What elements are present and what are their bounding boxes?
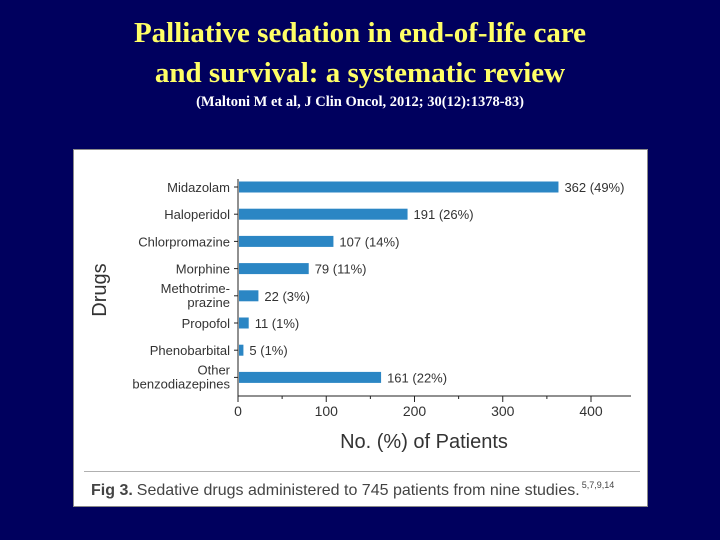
bar <box>239 290 259 302</box>
y-category-label: Phenobarbital <box>150 343 230 358</box>
x-tick-label: 300 <box>491 403 515 419</box>
y-category-label-line: prazine <box>187 295 230 310</box>
y-category-label: Propofol <box>182 316 231 331</box>
bar-value-label: 107 (14%) <box>339 234 399 249</box>
x-axis-title: No. (%) of Patients <box>340 431 508 453</box>
bar <box>239 208 408 220</box>
bar <box>239 317 249 329</box>
y-category-label: Haloperidol <box>164 207 230 222</box>
y-category-label-line: Propofol <box>182 316 231 331</box>
caption-divider <box>84 471 640 472</box>
bar-value-label: 79 (11%) <box>315 262 367 277</box>
y-category-label-line: Phenobarbital <box>150 343 230 358</box>
bar-value-label: 5 (1%) <box>249 343 287 358</box>
caption-label: Fig 3. <box>91 482 133 499</box>
y-category-label-line: Chlorpromazine <box>138 234 230 249</box>
y-category-label: Methotrime-prazine <box>161 281 230 310</box>
y-category-label-line: Haloperidol <box>164 207 230 222</box>
y-category-label-line: Morphine <box>176 262 230 277</box>
x-tick-label: 200 <box>403 403 427 419</box>
y-category-label: Midazolam <box>167 180 230 195</box>
y-category-label-line: benzodiazepines <box>132 376 230 391</box>
bar-value-label: 362 (49%) <box>564 180 624 195</box>
bar-value-label: 22 (3%) <box>264 289 310 304</box>
y-category-label-line: Other <box>197 362 230 377</box>
y-category-label: Chlorpromazine <box>138 234 230 249</box>
bar-value-label: 161 (22%) <box>387 370 447 385</box>
x-tick-label: 400 <box>579 403 603 419</box>
y-category-label: Morphine <box>176 262 230 277</box>
bar-value-label: 191 (26%) <box>414 207 474 222</box>
figure-caption: Fig 3. Sedative drugs administered to 745… <box>91 480 641 500</box>
y-category-label: Other benzodiazepines <box>132 362 230 391</box>
bar-chart: Midazolam 362 (49%) Haloperidol 191 (26%) Ch… <box>89 179 631 453</box>
x-tick-label: 100 <box>315 403 339 419</box>
x-tick-label: 0 <box>234 403 242 419</box>
caption-text: Sedative drugs administered to 745 patie… <box>136 482 580 499</box>
slide-title-line-1: Palliative sedation in end-of-life care <box>133 17 587 49</box>
bar <box>239 344 244 356</box>
y-category-label-line: Methotrime- <box>161 281 230 296</box>
bar-value-label: 11 (1%) <box>255 316 300 331</box>
bar <box>239 371 382 383</box>
bar <box>239 235 334 247</box>
bar <box>239 263 309 275</box>
bar <box>239 181 559 193</box>
citation: (Maltoni M et al, J Clin Oncol, 2012; 30… <box>196 94 524 110</box>
figure-panel: Midazolam 362 (49%) Haloperidol 191 (26%) Ch… <box>73 149 648 507</box>
y-category-label-line: Midazolam <box>167 180 230 195</box>
caption-references: 5,7,9,14 <box>581 480 615 490</box>
slide-title-line-2: and survival: a systematic review <box>154 57 566 89</box>
y-axis-title: Drugs <box>89 263 111 316</box>
